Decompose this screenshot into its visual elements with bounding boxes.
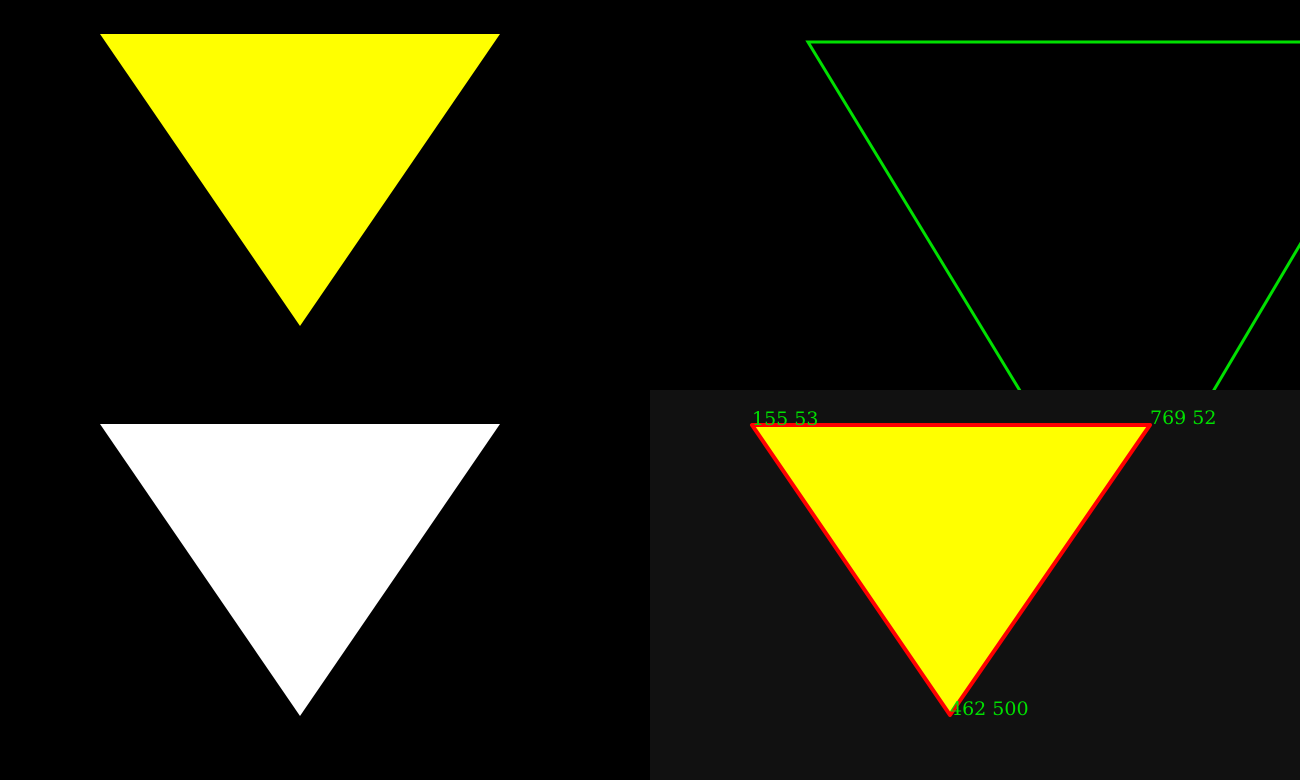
original-triangle-canvas <box>100 34 500 326</box>
outline-triangle-canvas <box>805 40 1300 390</box>
vertex-label-top-left: 155 53 <box>752 408 818 430</box>
vertex-label-bottom: 462 500 <box>950 698 1029 720</box>
annotated-triangle-canvas: 155 53 769 52 462 500 <box>750 407 1216 720</box>
mask-triangle-panel <box>0 390 650 780</box>
annotated-triangle-panel: 155 53 769 52 462 500 <box>650 390 1300 780</box>
green-triangle-outline <box>805 40 1300 390</box>
outline-triangle-panel <box>650 0 1300 390</box>
red-triangle-outline <box>750 423 1152 717</box>
mask-triangle-canvas <box>100 424 500 716</box>
yellow-triangle-fill <box>752 425 1150 715</box>
white-triangle-mask <box>100 424 500 716</box>
yellow-triangle <box>100 34 500 326</box>
original-triangle-panel <box>0 0 650 390</box>
vertex-label-top-right: 769 52 <box>1150 407 1216 429</box>
